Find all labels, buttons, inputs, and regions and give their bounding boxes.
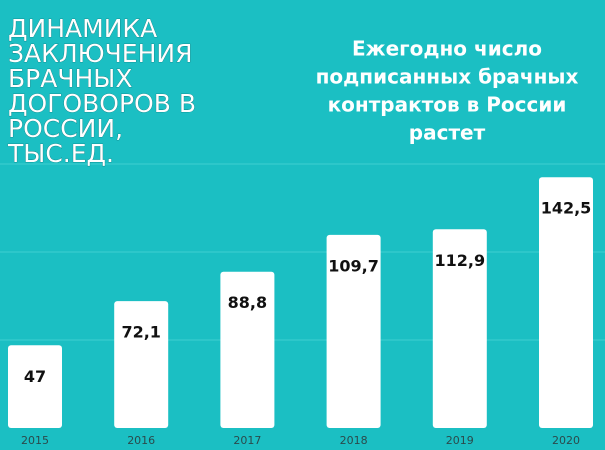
chart-title: ДОГОВОРОВ В <box>8 89 196 118</box>
value-label: 72,1 <box>121 323 160 342</box>
chart-subtitle: подписанных брачных <box>316 65 579 89</box>
x-tick-label: 2020 <box>552 434 580 447</box>
x-tick-label: 2015 <box>21 434 49 447</box>
bar <box>220 271 275 428</box>
value-label: 47 <box>24 367 46 386</box>
x-tick-label: 2018 <box>340 434 368 447</box>
bar <box>539 177 593 428</box>
x-tick-label: 2017 <box>233 434 261 447</box>
chart-title: РОССИИ, <box>8 114 123 143</box>
chart-title: ТЫС.ЕД. <box>7 139 114 168</box>
bar <box>114 301 169 428</box>
value-label: 142,5 <box>541 199 592 218</box>
chart-title: ДИНАМИКА <box>8 14 157 43</box>
x-tick-label: 2019 <box>446 434 474 447</box>
x-tick-label: 2016 <box>127 434 155 447</box>
value-label: 109,7 <box>328 256 379 275</box>
chart-subtitle: растет <box>409 121 486 145</box>
bar <box>326 234 381 428</box>
chart-title: БРАЧНЫХ <box>8 64 132 93</box>
bar <box>432 229 487 428</box>
bar <box>8 345 62 428</box>
value-label: 112,9 <box>434 251 485 270</box>
value-label: 88,8 <box>228 293 267 312</box>
chart-title: ЗАКЛЮЧЕНИЯ <box>8 39 192 68</box>
chart-subtitle: контрактов в России <box>328 93 567 117</box>
chart-subtitle: Ежегодно число <box>352 37 542 61</box>
